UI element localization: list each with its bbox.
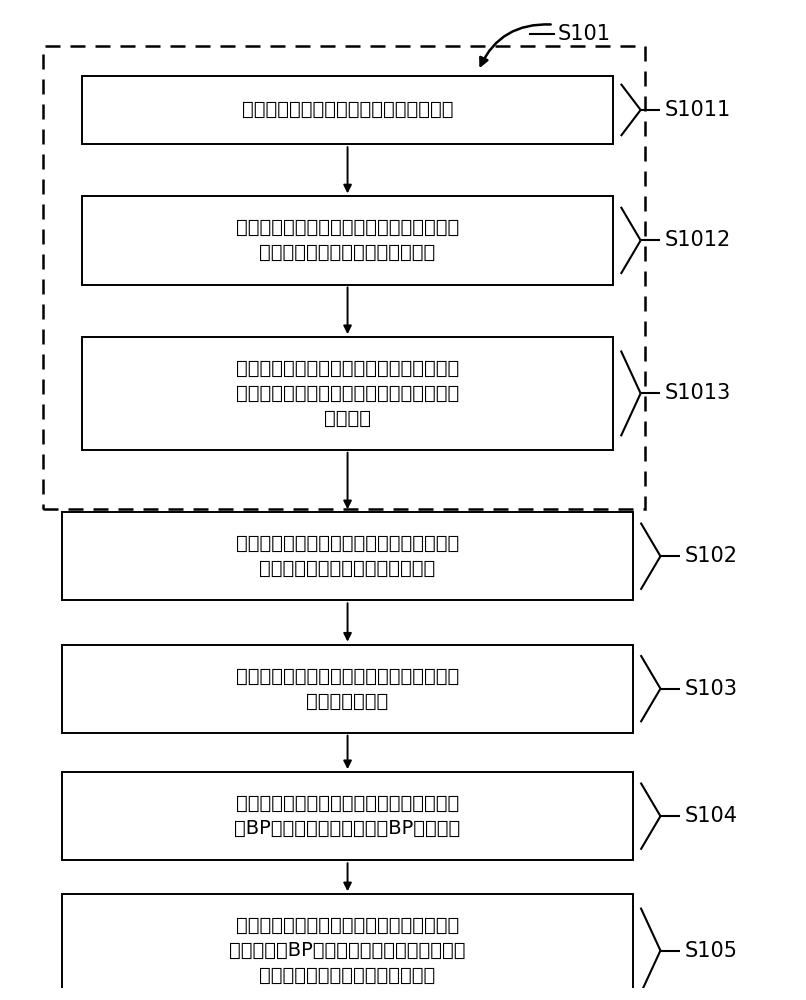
Text: S104: S104 (684, 806, 737, 826)
Bar (62, 772, 633, 860)
Text: S1013: S1013 (664, 383, 731, 403)
Text: 通过自适应滤波器滤除所述样本数据中的高
频干扰信号和所述基线漂移信号，得到滤波
心电信号: 通过自适应滤波器滤除所述样本数据中的高 频干扰信号和所述基线漂移信号，得到滤波 … (236, 359, 459, 428)
Bar (62, 645, 633, 733)
Text: S102: S102 (684, 546, 737, 566)
Text: 基于多心电周期融合方法对所述滤波心电信
号进行特征提取得到特征心电信号: 基于多心电周期融合方法对所述滤波心电信 号进行特征提取得到特征心电信号 (236, 534, 459, 578)
Text: S103: S103 (684, 679, 737, 699)
Text: S1011: S1011 (664, 100, 731, 120)
Text: 将测试用样本数据对应的标准心电信号注入
所述训练后BP神经网络，获取所述测试用样
本数据对应的标准信号的分类结果: 将测试用样本数据对应的标准心电信号注入 所述训练后BP神经网络，获取所述测试用样… (229, 916, 466, 985)
Bar (43, 46, 645, 509)
Text: 提取所述心电信号数据中的高频干扰信号: 提取所述心电信号数据中的高频干扰信号 (242, 100, 453, 119)
Text: S1012: S1012 (664, 230, 731, 250)
Text: S105: S105 (684, 941, 737, 961)
Text: S101: S101 (558, 24, 610, 44)
Bar (62, 894, 633, 1000)
Text: 根据训练用样本数据对应的标准心电信号训
练BP神经网络，得到训练后BP神经网络: 根据训练用样本数据对应的标准心电信号训 练BP神经网络，得到训练后BP神经网络 (235, 794, 461, 838)
Bar (62, 512, 633, 600)
Text: 采用形态学函数中的开运算和闭运算函数提
取所述样本数据中的基线漂移信号: 采用形态学函数中的开运算和闭运算函数提 取所述样本数据中的基线漂移信号 (236, 218, 459, 262)
Bar (82, 196, 613, 285)
Bar (82, 337, 613, 450)
Bar (82, 76, 613, 144)
Text: 对所述特征心电信号进行数据归一化处理得
到标准心电信号: 对所述特征心电信号进行数据归一化处理得 到标准心电信号 (236, 667, 459, 711)
